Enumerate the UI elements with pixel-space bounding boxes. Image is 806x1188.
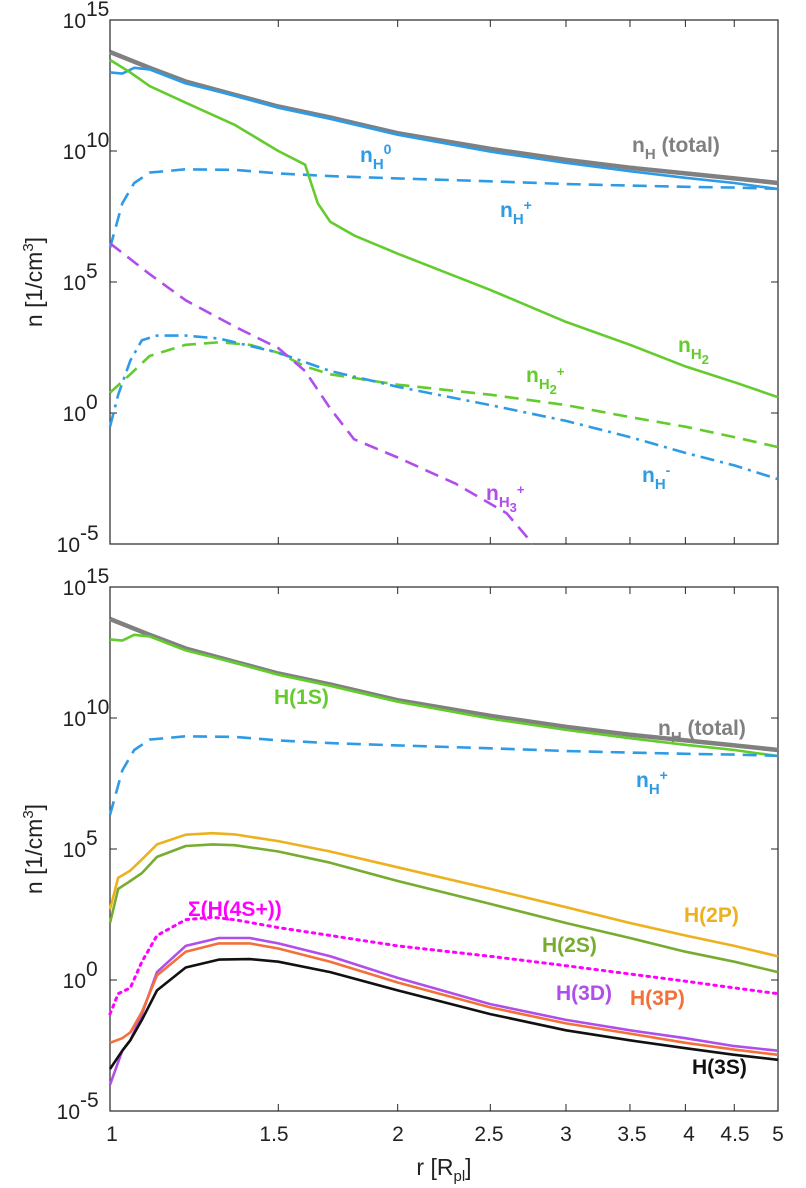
series-line-h-4s xyxy=(108,915,780,1016)
bot-ytick-label: 10 xyxy=(57,1101,80,1124)
bot-ytick-exp: 10 xyxy=(86,696,109,719)
top-ytick-exp: -5 xyxy=(80,522,99,545)
series-line-nh0 xyxy=(109,66,779,191)
bot-ytick-exp: 0 xyxy=(86,958,98,981)
label-nh2: nH2 xyxy=(678,334,709,367)
top-ytick-label: 10 xyxy=(63,141,86,164)
series-line-nh-total xyxy=(109,616,779,753)
series-line-nh xyxy=(108,168,779,249)
bottom-series-group xyxy=(108,616,780,1086)
label-h1s: H(1S) xyxy=(274,686,329,709)
series-line-nh2 xyxy=(109,58,779,399)
series-line-h-3d xyxy=(108,936,779,1086)
top-ytick-label: 10 xyxy=(63,272,86,295)
label-nh-total-top: nH (total) xyxy=(632,134,720,163)
label-nh3plus: nH3+ xyxy=(486,482,525,515)
bot-ytick-exp: 5 xyxy=(86,827,98,850)
series-line-h-3s xyxy=(108,957,779,1070)
label-h2p: H(2P) xyxy=(684,904,739,927)
top-ytick-label: 10 xyxy=(63,403,86,426)
bot-ytick-exp: 15 xyxy=(86,565,109,588)
series-line-h-2p xyxy=(108,831,779,958)
bottom-plot-frame xyxy=(109,586,779,1112)
label-nh-total-bottom: nH (total) xyxy=(658,717,746,746)
label-h3d: H(3D) xyxy=(556,982,612,1005)
bottom-panel: 10 15 10 10 10 5 10 0 10 -5 n [1/cm3] 1 … xyxy=(20,565,784,1185)
top-ytick-label: 10 xyxy=(57,534,80,557)
series-line-nh xyxy=(108,735,779,816)
top-axis-ticks xyxy=(109,19,779,545)
bot-ytick-label: 10 xyxy=(63,708,86,731)
xtick-label: 3.5 xyxy=(617,1123,646,1146)
top-plot-frame xyxy=(109,19,779,545)
series-line-nh xyxy=(108,334,779,481)
top-ylabel: n [1/cm3] xyxy=(20,237,47,327)
series-line-nh2 xyxy=(109,341,779,449)
top-ytick-exp: 0 xyxy=(86,391,98,414)
xlabel: r [Rpl] xyxy=(416,1154,471,1185)
series-line-nh-total xyxy=(109,49,779,186)
bot-ytick-label: 10 xyxy=(63,970,86,993)
label-nh2plus: nH2+ xyxy=(526,364,565,397)
xtick-label: 1 xyxy=(106,1123,118,1146)
xtick-label: 3 xyxy=(560,1123,572,1146)
xtick-label: 2.5 xyxy=(474,1123,503,1146)
top-ytick-label: 10 xyxy=(63,10,86,33)
label-h3s: H(3S) xyxy=(692,1056,747,1079)
bottom-ylabel: n [1/cm3] xyxy=(20,804,47,894)
xtick-label: 4.5 xyxy=(720,1123,749,1146)
label-nhminus: nH- xyxy=(642,462,671,493)
label-sigma-h4s: Σ(H(4S+)) xyxy=(188,898,282,921)
label-nhplus-top: nH+ xyxy=(500,197,532,228)
top-ytick-exp: 10 xyxy=(86,129,109,152)
top-series-group xyxy=(108,49,779,545)
top-ytick-exp: 5 xyxy=(86,260,98,283)
series-line-h-1s xyxy=(109,633,779,758)
label-h2s: H(2S) xyxy=(542,934,597,957)
bottom-axis-ticks xyxy=(109,586,779,1112)
top-panel: 10 15 10 10 10 5 10 0 10 -5 n [1/cm3] nH… xyxy=(20,0,779,557)
bot-ytick-exp: -5 xyxy=(80,1089,99,1112)
top-ytick-exp: 15 xyxy=(86,0,109,21)
bot-ytick-label: 10 xyxy=(63,577,86,600)
xtick-label: 4 xyxy=(683,1123,695,1146)
xtick-label: 2 xyxy=(392,1123,404,1146)
series-line-h-3p xyxy=(109,942,779,1057)
label-nh0: nH0 xyxy=(360,141,392,173)
xtick-label: 1.5 xyxy=(259,1123,288,1146)
label-nhplus-bottom: nH+ xyxy=(636,767,668,798)
bot-ytick-label: 10 xyxy=(63,839,86,862)
label-h3p: H(3P) xyxy=(630,987,685,1010)
xtick-label: 5 xyxy=(772,1123,784,1146)
series-line-h-2s xyxy=(108,843,779,974)
